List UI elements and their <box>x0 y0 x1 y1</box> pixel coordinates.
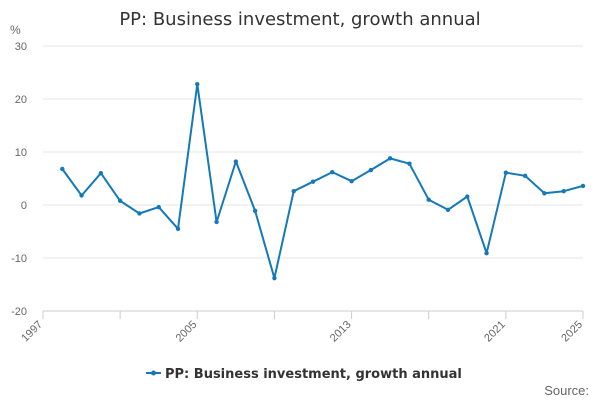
data-point[interactable] <box>580 183 586 189</box>
data-point[interactable] <box>272 275 277 281</box>
y-tick-label: 30 <box>15 41 27 53</box>
legend-marker-swatch <box>151 370 156 376</box>
data-point[interactable] <box>310 179 316 184</box>
data-point[interactable] <box>349 178 354 184</box>
data-point[interactable] <box>214 219 219 225</box>
data-point[interactable] <box>465 194 470 199</box>
data-point[interactable] <box>60 166 65 172</box>
x-tick-label: 2021 <box>482 319 508 345</box>
data-point[interactable] <box>137 211 142 216</box>
x-tick-label: 2005 <box>174 319 200 345</box>
y-axis-ticks: 30 20 10 0 -10 -20 <box>11 41 27 318</box>
data-point[interactable] <box>542 191 547 196</box>
y-tick-label: -20 <box>11 306 27 318</box>
series-group <box>60 81 586 281</box>
y-tick-label: 10 <box>15 147 27 159</box>
source-label: Source: <box>544 383 589 398</box>
data-point[interactable] <box>156 204 161 210</box>
data-point[interactable] <box>368 167 374 173</box>
legend-series-label[interactable]: PP: Business investment, growth annual <box>165 367 462 382</box>
series-line[interactable] <box>61 83 584 280</box>
data-point[interactable] <box>291 189 296 194</box>
data-point[interactable] <box>330 169 335 175</box>
y-tick-label: 20 <box>15 94 27 106</box>
x-axis-ticks: 1997 2005 2013 2021 2025 <box>19 311 585 344</box>
x-tick-label: 2013 <box>328 319 354 345</box>
data-point[interactable] <box>503 170 509 175</box>
gridlines <box>43 45 583 312</box>
x-tick-label: 2025 <box>559 319 585 345</box>
y-tick-label: -10 <box>11 253 27 265</box>
data-point[interactable] <box>79 193 84 198</box>
y-tick-label: 0 <box>21 200 27 212</box>
data-point[interactable] <box>561 189 566 194</box>
data-point[interactable] <box>117 198 123 203</box>
data-point[interactable] <box>252 208 258 214</box>
data-point[interactable] <box>387 156 393 161</box>
data-point[interactable] <box>426 197 431 202</box>
data-point[interactable] <box>233 159 239 164</box>
chart-title: PP: Business investment, growth annual <box>119 9 480 30</box>
data-point[interactable] <box>98 171 104 176</box>
data-point[interactable] <box>175 226 181 232</box>
x-tick-label: 1997 <box>19 319 45 345</box>
data-point[interactable] <box>522 173 528 179</box>
data-point[interactable] <box>484 251 489 256</box>
legend[interactable]: PP: Business investment, growth annual <box>146 367 462 382</box>
data-point[interactable] <box>195 81 200 87</box>
data-point[interactable] <box>445 207 451 212</box>
y-axis-unit-label: % <box>10 23 21 37</box>
data-point[interactable] <box>407 161 412 166</box>
